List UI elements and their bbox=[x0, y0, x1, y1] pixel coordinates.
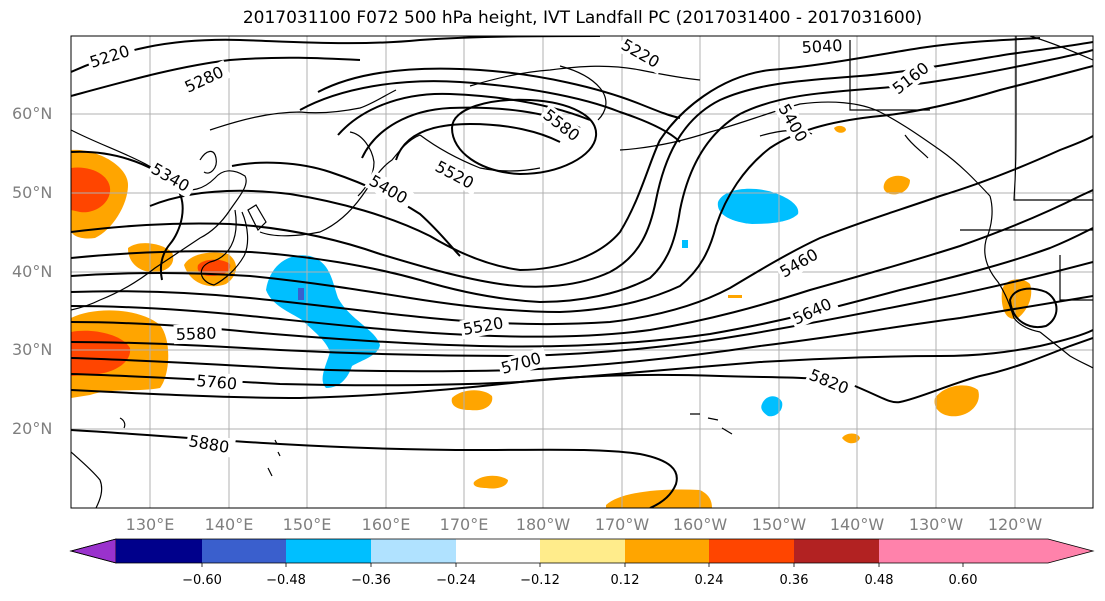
contour-label: 5580 bbox=[175, 324, 216, 344]
lat-label: 40°N bbox=[12, 262, 53, 281]
contour-label: 5820 bbox=[807, 365, 852, 398]
lon-label: 120°W bbox=[987, 515, 1043, 534]
colorbar-segment bbox=[371, 539, 456, 563]
lat-label: 50°N bbox=[12, 183, 53, 202]
colorbar-segment bbox=[879, 539, 963, 563]
contour-label: 5760 bbox=[196, 371, 238, 393]
lon-label: 130°W bbox=[908, 515, 964, 534]
colorbar-min-extension bbox=[69, 538, 117, 564]
contour-label: 5340 bbox=[148, 159, 193, 196]
colorbar-tick-label: 0.24 bbox=[694, 573, 724, 588]
contour-label: 5880 bbox=[187, 431, 230, 457]
colorbar-segment bbox=[540, 539, 625, 563]
negative-anomaly-shading bbox=[266, 188, 799, 417]
lat-label: 30°N bbox=[12, 340, 53, 359]
colorbar-tick-label: −0.12 bbox=[520, 573, 560, 588]
colorbar bbox=[69, 538, 1095, 567]
lat-label: 60°N bbox=[12, 104, 53, 123]
contour-label: 5700 bbox=[499, 348, 543, 377]
positive-anomaly-shading bbox=[71, 125, 1032, 508]
colorbar-segment bbox=[456, 539, 540, 563]
lon-label: 130°E bbox=[125, 515, 175, 534]
contour-labels: 5220 5280 5340 5400 5520 5580 5220 5040 … bbox=[85, 35, 937, 458]
contour-label: 5400 bbox=[775, 101, 812, 146]
lat-label: 20°N bbox=[12, 419, 53, 438]
colorbar-segment bbox=[202, 539, 286, 563]
colorbar-segment bbox=[625, 539, 709, 563]
map-frame bbox=[70, 35, 1094, 509]
coastlines bbox=[71, 36, 1093, 508]
lon-label: 160°E bbox=[361, 515, 411, 534]
colorbar-segment bbox=[116, 539, 202, 563]
contour-label: 5520 bbox=[461, 313, 504, 339]
contour-label: 5460 bbox=[777, 245, 822, 282]
lon-label: 160°W bbox=[672, 515, 728, 534]
contour-label: 5040 bbox=[801, 36, 843, 57]
contour-label: 5520 bbox=[432, 157, 477, 193]
colorbar-tick-label: −0.48 bbox=[266, 573, 306, 588]
lon-label: 140°E bbox=[204, 515, 254, 534]
height-contours bbox=[71, 36, 1093, 508]
colorbar-tick-label: 0.48 bbox=[864, 573, 894, 588]
lon-label: 140°W bbox=[829, 515, 885, 534]
contour-label: 5220 bbox=[87, 41, 132, 72]
contour-label: 5220 bbox=[618, 35, 663, 72]
colorbar-tick-label: 0.12 bbox=[610, 573, 640, 588]
colorbar-tick-label: 0.60 bbox=[948, 573, 978, 588]
colorbar-segment bbox=[794, 539, 879, 563]
contour-label: 5400 bbox=[366, 171, 411, 208]
lon-label: 170°E bbox=[439, 515, 489, 534]
map-title: 2017031100 F072 500 hPa height, IVT Land… bbox=[242, 8, 923, 28]
colorbar-tick-label: −0.24 bbox=[436, 573, 476, 588]
colorbar-tick-label: −0.36 bbox=[351, 573, 391, 588]
lon-label: 180°W bbox=[515, 515, 571, 534]
colorbar-segment bbox=[286, 539, 371, 563]
colorbar-segment bbox=[709, 539, 794, 563]
lon-label: 150°W bbox=[751, 515, 807, 534]
colorbar-tick-label: 0.36 bbox=[779, 573, 809, 588]
lon-label: 150°E bbox=[282, 515, 332, 534]
lon-label: 170°W bbox=[594, 515, 650, 534]
colorbar-tick-label: −0.60 bbox=[182, 573, 222, 588]
colorbar-max-extension bbox=[963, 539, 1093, 563]
